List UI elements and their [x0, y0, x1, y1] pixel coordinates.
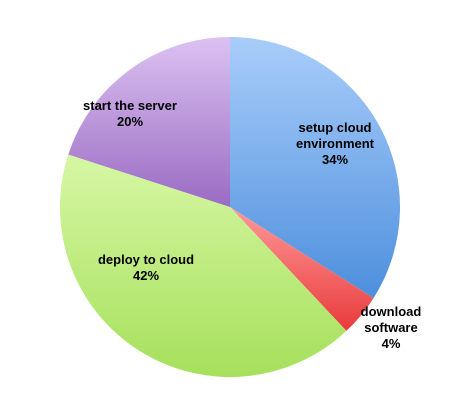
slice-percent-label: 42% — [133, 268, 159, 283]
slice-percent-label: 4% — [382, 336, 401, 351]
slice-name-label: software — [364, 320, 417, 335]
slice-label-0: setup cloud environment 34% — [296, 120, 375, 167]
slice-percent-label: 20% — [117, 114, 143, 129]
slice-label-2: deploy to cloud 42% — [98, 252, 194, 283]
slice-label-3: start the server 20% — [83, 98, 177, 129]
pie-slice-0 — [230, 37, 401, 299]
slice-percent-label: 34% — [322, 152, 348, 167]
slice-name-label: environment — [296, 136, 375, 151]
pie-slices — [60, 37, 401, 377]
pie-labels: setup cloud environment 34% download softwar… — [83, 98, 421, 351]
pie-slice-1 — [230, 207, 374, 331]
slice-name-label: download — [361, 304, 422, 319]
slice-label-1: download software 4% — [361, 304, 422, 351]
slice-name-label: setup cloud — [299, 120, 372, 135]
slice-name-label: start the server — [83, 98, 177, 113]
pie-slice-3 — [68, 37, 230, 207]
slice-name-label: deploy to cloud — [98, 252, 194, 267]
pie-slice-2 — [60, 154, 347, 377]
